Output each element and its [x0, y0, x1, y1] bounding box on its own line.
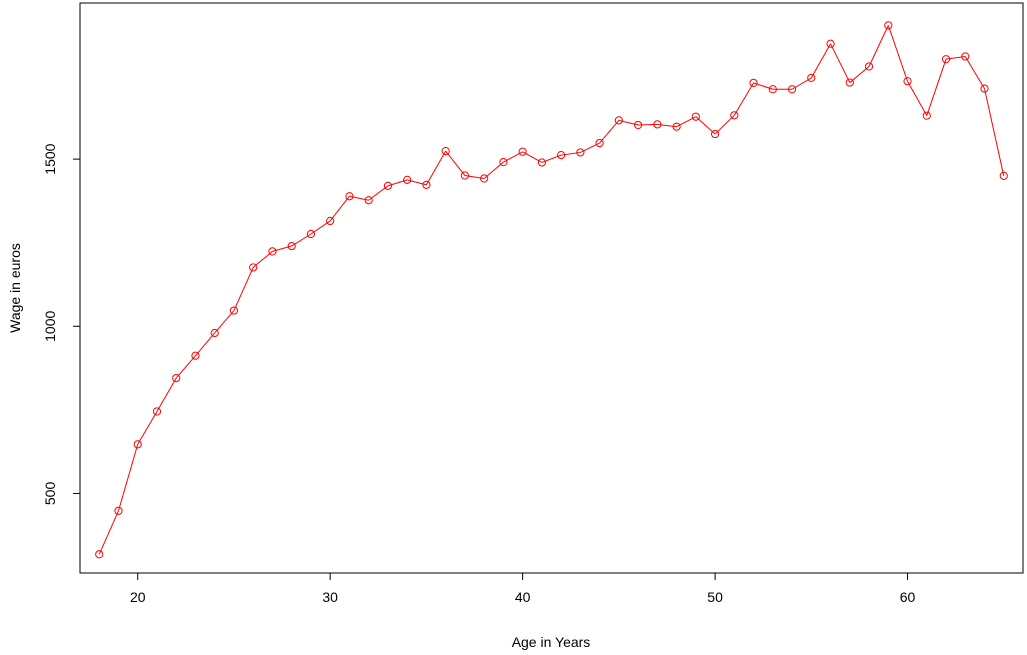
data-point: [691, 112, 700, 121]
x-tick-label: 40: [515, 589, 531, 605]
data-point: [884, 21, 893, 30]
data-point: [249, 263, 258, 272]
y-axis-title: Wage in euros: [7, 243, 23, 333]
series-line-segment: [329, 195, 350, 222]
series-line-segment: [638, 123, 658, 126]
data-point: [961, 52, 970, 61]
data-point: [941, 55, 951, 64]
series-line-segment: [984, 88, 1005, 176]
plot-frame: [79, 2, 1024, 574]
series-line-segment: [195, 332, 216, 357]
data-point: [903, 77, 912, 86]
series-line-segment: [849, 66, 870, 83]
series-line-segment: [233, 267, 254, 311]
data-point: [922, 111, 931, 120]
data-point: [749, 78, 758, 88]
series-line-segment: [830, 43, 851, 83]
data-point: [364, 196, 373, 205]
series-line-segment: [714, 114, 735, 135]
data-point: [653, 120, 662, 129]
data-point: [710, 129, 720, 139]
data-point: [999, 171, 1008, 180]
data-point: [95, 550, 104, 559]
series-line-segment: [252, 251, 273, 268]
data-point: [557, 151, 566, 160]
series-line-segment: [483, 161, 504, 179]
series-line-segment: [175, 355, 196, 379]
data-point: [133, 440, 142, 449]
data-point: [499, 158, 508, 167]
data-point: [518, 147, 527, 156]
x-tick-label: 50: [707, 589, 723, 605]
series-line-segment: [445, 150, 466, 176]
data-point: [268, 247, 277, 256]
series-line-segment: [541, 154, 562, 163]
data-point: [845, 78, 854, 87]
data-point: [152, 407, 162, 416]
data-point: [326, 216, 335, 226]
data-point: [595, 138, 604, 148]
series-line-segment: [214, 310, 235, 334]
data-point: [480, 174, 489, 183]
x-axis: 20 30 40 50 60: [130, 572, 916, 605]
series-line-segment: [425, 150, 447, 186]
series-line-segment: [137, 411, 158, 445]
series-line-segment: [695, 116, 716, 135]
series-line-segment: [907, 80, 928, 116]
series-line-segment: [98, 510, 119, 555]
series-line-segment: [118, 444, 139, 511]
y-axis: 500 1000 1500: [42, 143, 81, 506]
data-point: [768, 85, 777, 94]
series-line-segment: [926, 59, 947, 116]
series-layer: [95, 21, 1008, 559]
x-tick-label: 60: [900, 589, 916, 605]
data-point: [229, 306, 239, 315]
series-line-segment: [599, 120, 620, 144]
data-point: [614, 116, 623, 125]
data-point: [980, 84, 989, 93]
series-line-segment: [733, 82, 755, 116]
data-point: [287, 241, 296, 251]
series-line-segment: [810, 43, 831, 79]
data-point: [345, 192, 354, 201]
data-point: [460, 171, 469, 180]
x-axis-title: Age in Years: [512, 634, 591, 650]
series-line-segment: [868, 25, 889, 67]
series-line-segment: [964, 56, 985, 89]
data-point: [807, 73, 816, 82]
data-point: [634, 120, 643, 130]
data-point: [864, 62, 874, 71]
data-point: [210, 328, 219, 338]
data-point: [172, 373, 181, 383]
y-tick-label: 1000: [42, 310, 58, 341]
data-point: [191, 351, 200, 360]
x-tick-label: 20: [130, 589, 146, 605]
data-point: [422, 180, 431, 189]
data-point: [383, 181, 393, 190]
data-point: [730, 111, 739, 120]
y-tick-label: 1500: [42, 143, 58, 174]
y-tick-label: 500: [42, 482, 58, 506]
x-tick-label: 30: [322, 589, 338, 605]
data-point: [537, 158, 546, 167]
series-line-segment: [387, 179, 408, 187]
series-line-segment: [156, 377, 177, 412]
data-point: [403, 175, 412, 184]
data-point: [114, 506, 123, 515]
series-line-segment: [887, 25, 909, 82]
data-point: [826, 39, 835, 48]
data-point: [441, 146, 450, 156]
data-point: [672, 122, 681, 131]
data-point: [576, 148, 585, 157]
data-point: [787, 85, 797, 94]
series-line-segment: [753, 82, 773, 90]
data-point: [306, 229, 316, 239]
